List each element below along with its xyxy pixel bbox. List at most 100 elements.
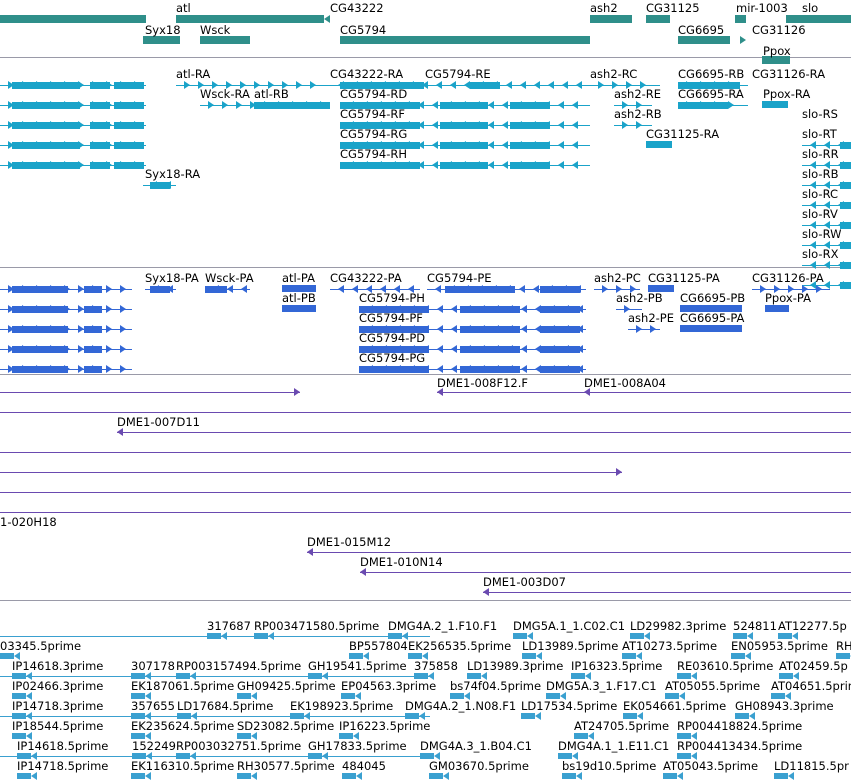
- feature-block[interactable]: [114, 162, 144, 169]
- feature-block[interactable]: [282, 285, 316, 292]
- feature-label[interactable]: AT24705.5prime: [574, 719, 670, 733]
- feature-block[interactable]: [131, 693, 145, 699]
- feature-block[interactable]: [840, 202, 851, 209]
- feature-block[interactable]: [840, 162, 851, 169]
- feature-label[interactable]: mir-1003: [736, 1, 788, 15]
- feature-line[interactable]: [117, 432, 851, 433]
- feature-block[interactable]: [540, 286, 580, 293]
- feature-label[interactable]: EP04563.3prime: [341, 679, 437, 693]
- feature-line[interactable]: [483, 592, 851, 593]
- feature-label[interactable]: GH09425.5prime: [237, 679, 336, 693]
- feature-block[interactable]: [663, 773, 677, 779]
- feature-label[interactable]: EN05953.5prime: [731, 639, 828, 653]
- feature-block[interactable]: [114, 142, 144, 149]
- feature-block[interactable]: [840, 282, 851, 289]
- feature-block[interactable]: [131, 733, 145, 739]
- feature-block[interactable]: [840, 242, 851, 249]
- feature-label[interactable]: 357655: [131, 699, 175, 713]
- feature-label[interactable]: ash2-RB: [614, 107, 662, 121]
- feature-label[interactable]: LD17534.5prime: [521, 699, 618, 713]
- feature-block[interactable]: [623, 713, 637, 719]
- feature-label[interactable]: 317687: [207, 619, 251, 633]
- feature-block[interactable]: [648, 285, 674, 292]
- feature-label[interactable]: CG6695-PA: [680, 311, 745, 325]
- feature-block[interactable]: [513, 633, 527, 639]
- feature-label[interactable]: AT04651.5prime: [771, 679, 851, 693]
- feature-line[interactable]: [614, 125, 652, 126]
- feature-block[interactable]: [90, 82, 110, 89]
- feature-label[interactable]: SD23082.5prime: [237, 719, 335, 733]
- feature-label[interactable]: DMG4A.2_1.N08.F1: [405, 699, 517, 713]
- feature-label[interactable]: GH19541.5prime: [308, 659, 407, 673]
- feature-label[interactable]: EK198923.5prime: [290, 699, 394, 713]
- feature-label[interactable]: AT10273.5prime: [622, 639, 718, 653]
- feature-block[interactable]: [90, 142, 110, 149]
- feature-label[interactable]: GH17833.5prime: [308, 739, 407, 753]
- feature-block[interactable]: [646, 15, 670, 23]
- feature-block[interactable]: [665, 693, 679, 699]
- feature-block[interactable]: [680, 305, 742, 312]
- feature-label[interactable]: slo-RC: [802, 187, 839, 201]
- feature-label[interactable]: EK187061.5prime: [131, 679, 235, 693]
- feature-label[interactable]: 484045: [342, 759, 386, 773]
- feature-line[interactable]: [0, 756, 430, 757]
- feature-label[interactable]: 1-020H18: [0, 515, 57, 529]
- feature-block[interactable]: [460, 366, 520, 373]
- feature-block[interactable]: [341, 693, 355, 699]
- feature-label[interactable]: DME1-003D07: [483, 575, 566, 589]
- feature-block[interactable]: [359, 326, 429, 333]
- feature-label[interactable]: EK256535.5prime: [408, 639, 512, 653]
- feature-block[interactable]: [677, 733, 691, 739]
- feature-block[interactable]: [771, 693, 785, 699]
- feature-label[interactable]: CG31125-PA: [648, 271, 720, 285]
- feature-label[interactable]: CG6695-RA: [678, 87, 744, 101]
- feature-label[interactable]: slo: [802, 1, 819, 15]
- feature-block[interactable]: [340, 36, 590, 44]
- feature-label[interactable]: slo-RX: [802, 247, 839, 261]
- feature-label[interactable]: IP14718.3prime: [12, 699, 104, 713]
- feature-label[interactable]: 152249: [132, 739, 176, 753]
- feature-line[interactable]: [176, 85, 330, 86]
- feature-label[interactable]: CG43222-RA: [330, 67, 404, 81]
- feature-line[interactable]: [584, 392, 851, 393]
- feature-label[interactable]: EK054661.5prime: [623, 699, 727, 713]
- feature-block[interactable]: [574, 733, 588, 739]
- feature-label[interactable]: DME1-008A04: [584, 376, 666, 390]
- feature-block[interactable]: [786, 15, 851, 23]
- feature-label[interactable]: RH30577.5prime: [237, 759, 335, 773]
- feature-label[interactable]: LD13989.3prime: [467, 659, 564, 673]
- feature-label[interactable]: DME1-008F12.F: [437, 376, 528, 390]
- feature-label[interactable]: CG5794-RE: [425, 67, 491, 81]
- feature-label[interactable]: slo-RW: [802, 227, 842, 241]
- feature-label[interactable]: EK116310.5prime: [131, 759, 235, 773]
- feature-label[interactable]: IP16223.5prime: [339, 719, 431, 733]
- feature-label[interactable]: LD17684.5prime: [177, 699, 274, 713]
- feature-block[interactable]: [571, 673, 585, 679]
- feature-label[interactable]: DMG5A.1_1.C02.C1: [513, 619, 626, 633]
- feature-block[interactable]: [150, 286, 170, 293]
- feature-block[interactable]: [622, 653, 636, 659]
- feature-block[interactable]: [735, 15, 746, 23]
- feature-label[interactable]: Wsck-RA: [200, 87, 250, 101]
- feature-label[interactable]: DME1-010N14: [360, 555, 443, 569]
- feature-line[interactable]: [0, 412, 851, 413]
- feature-label[interactable]: atl-PB: [282, 291, 316, 305]
- feature-block[interactable]: [590, 15, 632, 23]
- feature-line[interactable]: [307, 552, 851, 553]
- feature-line[interactable]: [0, 492, 851, 493]
- feature-block[interactable]: [114, 82, 144, 89]
- feature-label[interactable]: slo-RT: [802, 127, 837, 141]
- feature-label[interactable]: atl-PA: [282, 271, 315, 285]
- feature-block[interactable]: [840, 262, 851, 269]
- feature-block[interactable]: [836, 653, 850, 659]
- feature-block[interactable]: [840, 182, 851, 189]
- feature-label[interactable]: LD29982.3prime: [630, 619, 727, 633]
- feature-label[interactable]: CG5794-PH: [359, 291, 425, 305]
- feature-block[interactable]: [237, 773, 251, 779]
- feature-block[interactable]: [200, 36, 250, 44]
- feature-label[interactable]: LD13989.5prime: [522, 639, 619, 653]
- feature-block[interactable]: [237, 693, 251, 699]
- feature-label[interactable]: DME1-007D11: [117, 415, 200, 429]
- feature-block[interactable]: [408, 653, 422, 659]
- feature-label[interactable]: BP557804: [349, 639, 408, 653]
